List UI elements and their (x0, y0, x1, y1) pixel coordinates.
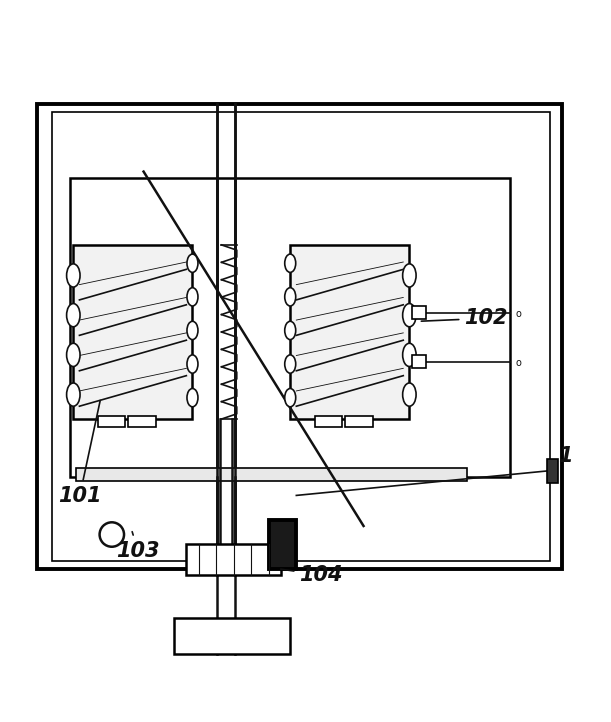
Bar (76, 468, 467, 482)
Bar (37, 105, 562, 569)
Ellipse shape (285, 355, 296, 373)
Bar (412, 355, 426, 368)
Ellipse shape (285, 321, 296, 339)
Bar (174, 617, 290, 654)
Bar (412, 306, 426, 319)
Bar (547, 458, 558, 483)
Text: 104: 104 (281, 565, 343, 585)
Ellipse shape (403, 343, 416, 367)
Text: 1: 1 (558, 445, 573, 466)
Bar (345, 416, 373, 427)
Bar (269, 520, 296, 569)
Ellipse shape (285, 388, 296, 406)
Ellipse shape (403, 303, 416, 327)
Ellipse shape (187, 287, 198, 306)
Ellipse shape (187, 355, 198, 373)
Ellipse shape (187, 254, 198, 272)
Text: 102: 102 (422, 308, 508, 329)
Bar (52, 113, 550, 562)
Bar (98, 416, 125, 427)
Bar (186, 544, 281, 575)
Ellipse shape (67, 303, 80, 327)
Ellipse shape (187, 388, 198, 406)
Text: 103: 103 (116, 531, 159, 560)
Bar (70, 178, 510, 477)
Bar (290, 245, 409, 419)
Text: 101: 101 (58, 401, 101, 505)
Ellipse shape (403, 383, 416, 406)
Bar (73, 245, 192, 419)
Ellipse shape (187, 321, 198, 339)
Text: o: o (515, 358, 521, 367)
Ellipse shape (67, 343, 80, 367)
Ellipse shape (67, 264, 80, 287)
Ellipse shape (403, 264, 416, 287)
Ellipse shape (67, 383, 80, 406)
Ellipse shape (285, 287, 296, 306)
Ellipse shape (285, 254, 296, 272)
Bar (128, 416, 156, 427)
Bar (315, 416, 342, 427)
Circle shape (100, 522, 124, 547)
Text: o: o (515, 309, 521, 319)
